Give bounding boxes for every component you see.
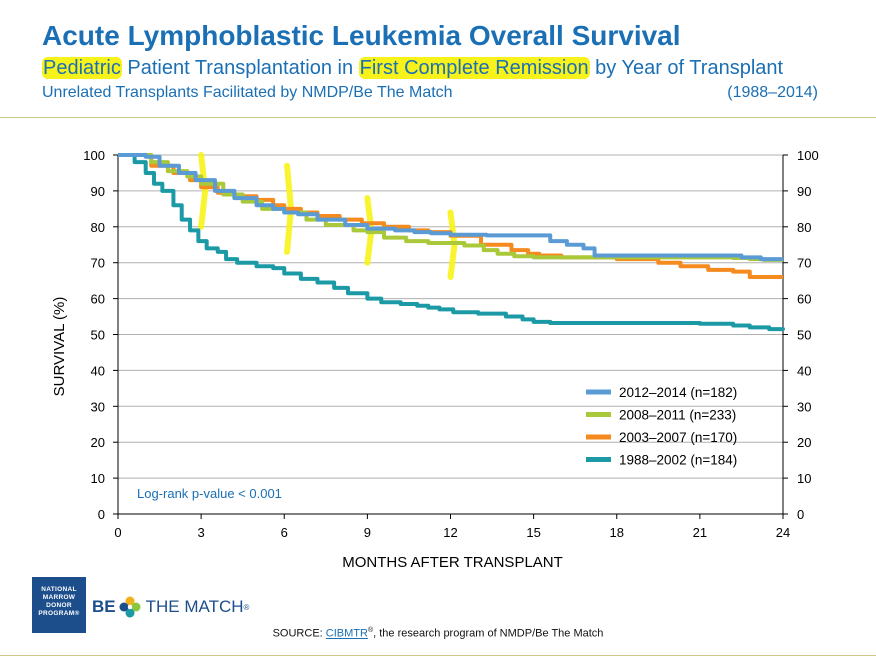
y-tick-label-right: 0 [797,507,804,522]
page-title: Acute Lymphoblastic Leukemia Overall Sur… [42,20,681,51]
source-reg-mark: ® [367,627,374,634]
y-tick-label: 30 [91,399,105,414]
y-tick-label-right: 50 [797,328,811,343]
logo-reg-mark: ® [243,602,250,612]
y-tick-label-right: 60 [797,292,811,307]
subtitle-text-end: by Year of Transplant [589,57,784,79]
y-tick-label-right: 70 [797,256,811,271]
y-tick-label-right: 80 [797,220,811,235]
source-prefix: SOURCE: [272,627,326,640]
y-axis-label: SURVIVAL (%) [51,297,68,397]
logrank-annotation: Log-rank p-value < 0.001 [137,486,282,501]
y-tick-label-right: 90 [797,184,811,199]
y-tick-label: 80 [91,220,105,235]
highlight-mark [198,152,209,230]
legend-label: 2008–2011 (n=233) [619,408,736,423]
subtitle-secondary-left: Unrelated Transplants Facilitated by NMD… [42,84,453,101]
source-suffix: , the research program of NMDP/Be The Ma… [373,627,604,640]
legend-label: 2012–2014 (n=182) [619,385,737,400]
be-the-match-logo: BE THE MATCH ® [92,595,249,619]
y-tick-label: 90 [91,184,105,199]
subtitle: Pediatric Patient Transplantation in Fir… [42,57,783,80]
series-line [118,153,785,332]
x-axis-label: MONTHS AFTER TRANSPLANT [342,554,563,571]
source-note: SOURCE: CIBMTR®, the research program of… [0,627,876,640]
logo-the-match-text: THE MATCH [145,597,244,616]
y-tick-label: 50 [91,328,105,343]
x-tick-label: 6 [281,525,288,540]
match-flower-icon [119,596,141,618]
subtitle-secondary-years: (1988–2014) [727,84,818,101]
x-tick-label: 15 [526,525,540,540]
y-tick-label-right: 100 [797,148,819,163]
y-tick-label-right: 10 [797,471,811,486]
y-tick-label-right: 30 [797,399,811,414]
series-line [118,153,783,262]
x-tick-label: 21 [693,525,707,540]
legend-label: 2003–2007 (n=170) [619,430,737,445]
x-tick-label: 0 [114,525,121,540]
y-tick-label: 40 [91,363,105,378]
y-tick-label-right: 40 [797,363,811,378]
y-tick-label: 20 [91,435,105,450]
x-tick-label: 24 [776,525,790,540]
x-tick-label: 9 [364,525,371,540]
series-line [118,153,783,262]
y-tick-label: 60 [91,292,105,307]
footer-divider [0,655,876,656]
y-tick-label: 100 [83,148,105,163]
y-tick-label: 70 [91,256,105,271]
y-tick-label-right: 20 [797,435,811,450]
x-tick-label: 3 [198,525,205,540]
x-tick-label: 12 [443,525,457,540]
logo-be-text: BE [92,597,116,616]
subtitle-highlight-remission: First Complete Remission [358,57,590,79]
subtitle-secondary: Unrelated Transplants Facilitated by NMD… [42,84,818,102]
cibmtr-link[interactable]: CIBMTR [325,627,368,640]
legend-label: 1988–2002 (n=184) [619,453,737,468]
y-tick-label: 10 [91,471,105,486]
header-divider [0,117,876,118]
subtitle-text: Patient Transplantation in [121,57,359,79]
x-tick-label: 18 [610,525,624,540]
nmdp-logo: NATIONAL MARROW DONOR PROGRAM® [32,577,86,633]
subtitle-highlight-pediatric: Pediatric [42,57,122,79]
y-tick-label: 0 [98,507,105,522]
